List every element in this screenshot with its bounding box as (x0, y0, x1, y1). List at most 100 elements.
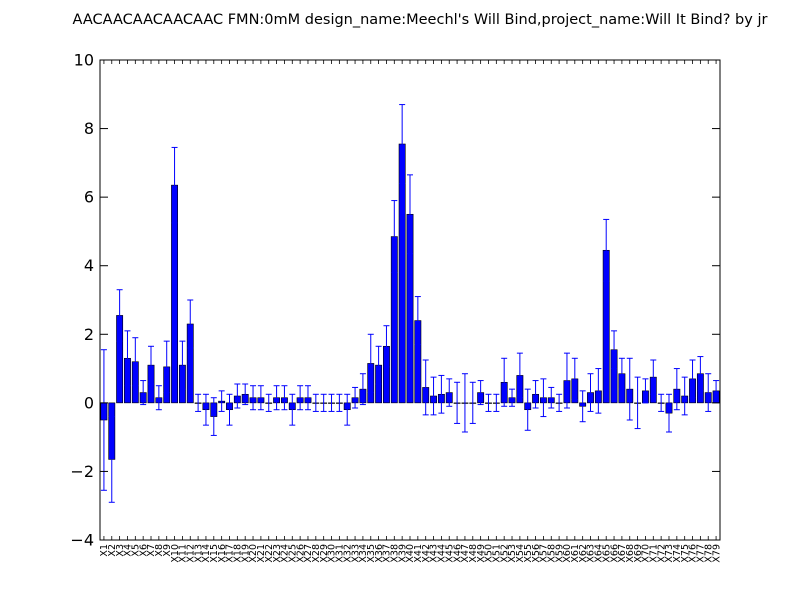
error-bar-X15 (210, 397, 217, 436)
error-bar-X1 (100, 349, 107, 491)
xtick-label: X62 (578, 544, 589, 563)
xtick-label: X59 (554, 544, 565, 563)
xtick-label: X47 (460, 544, 471, 563)
xtick-label: X17 (225, 544, 236, 563)
xtick-label: X2 (107, 544, 118, 557)
xtick-label: X74 (672, 544, 683, 563)
error-bar-X39 (399, 104, 406, 184)
error-bar-X38 (391, 200, 398, 274)
error-bar-X5 (132, 337, 139, 387)
xtick-label: X14 (201, 544, 212, 563)
error-bar-X53 (509, 388, 516, 407)
xtick-label: X15 (209, 544, 220, 563)
xtick-label: X65 (601, 544, 612, 563)
error-bar-X62 (579, 390, 586, 423)
error-bar-X40 (407, 174, 413, 255)
xtick-label: X68 (625, 544, 636, 563)
error-bar-X70 (642, 378, 649, 404)
xtick-label: X8 (154, 544, 165, 557)
xtick-label: X28 (311, 544, 322, 563)
xtick-label: X50 (484, 544, 495, 563)
error-bar-X55 (524, 388, 531, 431)
xtick-label: X73 (664, 544, 675, 563)
xtick-label: X52 (499, 544, 510, 563)
error-bar-X61 (571, 357, 578, 400)
error-bar-X34 (359, 373, 366, 406)
error-bar-X45 (446, 378, 453, 407)
xtick-label: X24 (280, 544, 291, 563)
xtick-label: X66 (609, 544, 620, 563)
xtick-label: X18 (233, 544, 244, 563)
xtick-label: X11 (178, 544, 189, 563)
error-bar-X48 (469, 381, 476, 424)
xtick-label: X4 (123, 544, 134, 557)
error-bar-X67 (618, 357, 625, 390)
error-bar-X25 (289, 393, 296, 426)
error-bar-X28 (312, 393, 319, 412)
xtick-label: X63 (586, 544, 597, 563)
xtick-label: X49 (476, 544, 487, 563)
error-bar-X74 (673, 368, 680, 411)
error-bar-X43 (430, 376, 437, 416)
xtick-label: X41 (413, 544, 424, 563)
error-bar-X75 (681, 376, 688, 416)
error-bar-X27 (304, 385, 311, 411)
ytick-label: 4 (84, 256, 94, 275)
ytick-label: 8 (84, 119, 94, 138)
error-bar-X47 (461, 373, 468, 433)
xtick-label: X44 (437, 544, 448, 563)
xtick-label: X25 (287, 544, 298, 563)
xtick-label: X64 (594, 544, 605, 563)
error-bar-X77 (697, 356, 704, 392)
error-bar-X60 (563, 352, 570, 409)
xtick-label: X7 (146, 544, 157, 557)
error-bar-X35 (367, 333, 374, 394)
xtick-label: X69 (633, 544, 644, 563)
error-bar-X31 (336, 393, 343, 412)
error-bar-X72 (658, 393, 665, 412)
xtick-label: X48 (468, 544, 479, 563)
error-bar-X65 (603, 218, 610, 282)
error-bar-X8 (155, 385, 162, 411)
error-bar-X11 (179, 340, 186, 390)
error-bar-X78 (705, 373, 712, 412)
error-bar-X49 (477, 380, 484, 406)
xtick-label: X35 (366, 544, 377, 563)
error-bar-X52 (501, 357, 508, 407)
xtick-label: X37 (382, 544, 393, 563)
error-bar-X6 (140, 380, 147, 406)
error-bar-X9 (163, 340, 170, 394)
xtick-label: X78 (703, 544, 714, 563)
error-bar-X17 (226, 393, 233, 426)
ytick-label: 2 (84, 325, 94, 344)
error-bar-X58 (548, 386, 555, 409)
error-bar-X7 (148, 345, 155, 385)
error-bar-X69 (634, 376, 641, 430)
xtick-label: X40 (405, 544, 416, 563)
xtick-label: X1 (99, 544, 110, 557)
error-bar-X2 (108, 416, 115, 503)
error-bar-X44 (438, 374, 445, 414)
xtick-label: X27 (303, 544, 314, 563)
error-bar-X41 (414, 296, 421, 346)
y-axis: −4 −2 0 2 4 6 8 10 (70, 51, 720, 550)
error-bar-X30 (328, 393, 335, 412)
error-bar-X16 (218, 390, 225, 412)
xtick-label: X34 (358, 544, 369, 563)
error-bar-X68 (626, 357, 633, 421)
xtick-label: X22 (264, 544, 275, 563)
xtick-label: X79 (711, 544, 722, 563)
xtick-label: X32 (342, 544, 353, 563)
error-bar-X29 (320, 393, 327, 412)
error-bar-X59 (556, 393, 563, 412)
xtick-label: X33 (350, 544, 361, 563)
xtick-label: X29 (319, 544, 330, 563)
xtick-label: X13 (193, 544, 204, 563)
error-bar-X10 (171, 146, 178, 224)
chart-title: AACAACAACAACAAC FMN:0mM design_name:Meec… (73, 12, 768, 28)
xtick-label: X55 (523, 544, 534, 563)
error-bar-X63 (587, 373, 594, 412)
xtick-label: X20 (248, 544, 259, 563)
ytick-label: −2 (70, 462, 94, 481)
